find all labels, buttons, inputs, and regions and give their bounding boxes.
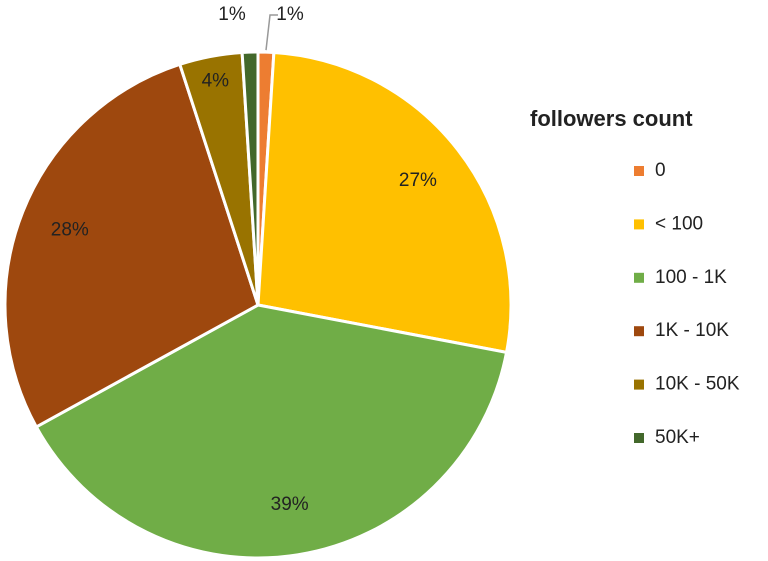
legend-label: 100 - 1K: [655, 267, 727, 288]
legend-label: 10K - 50K: [655, 374, 740, 395]
data-label: 28%: [51, 220, 89, 241]
data-label: 39%: [271, 494, 309, 515]
legend-swatch: [634, 326, 644, 337]
legend-swatch: [634, 379, 644, 390]
legend-label: < 100: [655, 213, 703, 234]
data-label: 27%: [399, 170, 437, 191]
leader-line: [265, 14, 279, 51]
data-label: 1%: [218, 4, 246, 25]
legend-label: 0: [655, 160, 666, 181]
legend-label: 50K+: [655, 427, 700, 448]
pie-slice: [240, 50, 260, 306]
legend-swatch: [634, 166, 644, 176]
pie-slice: [34, 303, 509, 560]
legend-label: 1K - 10K: [655, 320, 729, 341]
data-label: 1%: [276, 4, 304, 25]
data-label: 4%: [202, 70, 230, 91]
legend-swatch: [634, 219, 644, 230]
pie-slice: [3, 62, 260, 429]
legend-swatch: [634, 272, 644, 283]
legend-title: followers count: [530, 106, 693, 131]
pie-slice: [256, 50, 513, 355]
legend-swatch: [634, 433, 644, 443]
